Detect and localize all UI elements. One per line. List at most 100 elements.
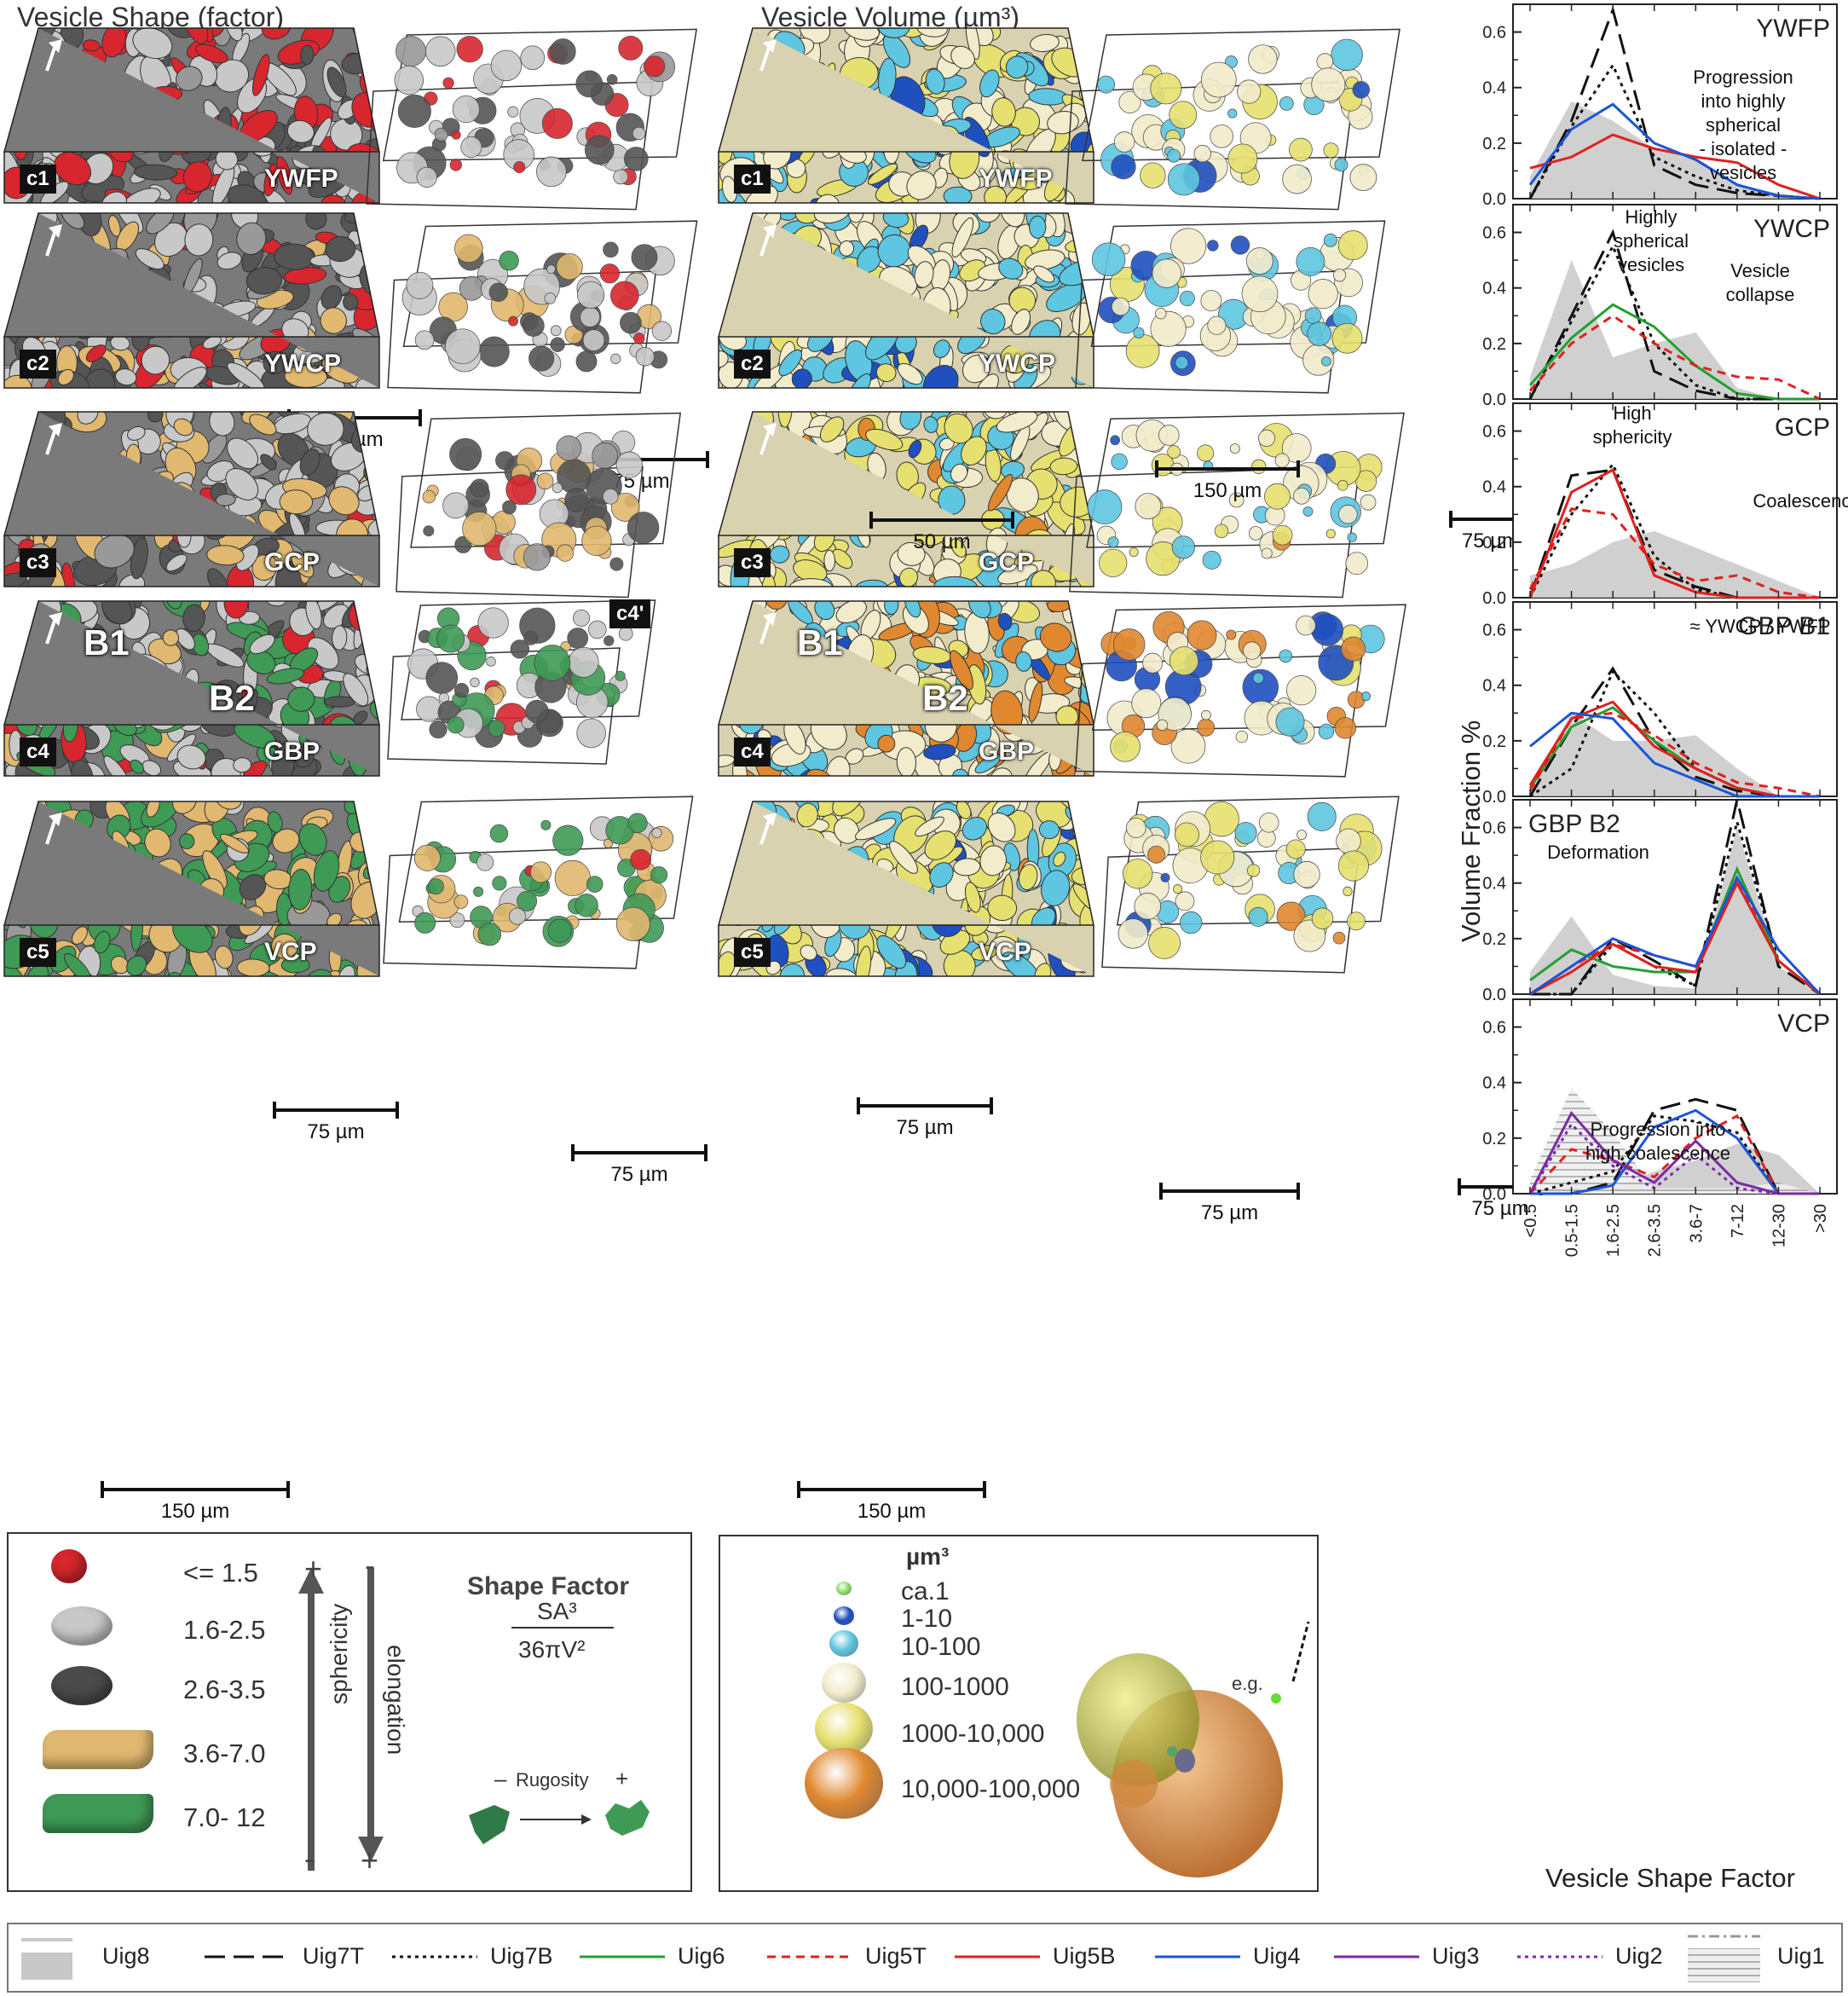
chart-annotation: High (1613, 402, 1651, 424)
shape-class-label: 7.0- 12 (183, 1802, 266, 1832)
sample-id-tag: c3 (20, 548, 56, 577)
volume-class-swatch (805, 1748, 883, 1819)
shape-render-c1 (3, 24, 380, 207)
scale-bar: 75 µm (1458, 1178, 1543, 1221)
shape-legend: <= 1.5 1.6-2.5 2.6-3.5 3.6-7.0 7.0- 12 + - -… (7, 1532, 692, 1892)
volume-example-illustration (1077, 1621, 1310, 1877)
chart-annotation: Vesicle (1730, 260, 1790, 281)
sample-id-tag: c2 (734, 350, 771, 379)
series-legend-label: Uig7T (303, 1943, 365, 1969)
chart-frame (1512, 799, 1838, 995)
chart-annotation: vesicles (1710, 162, 1776, 183)
y-tick-label: 0.4 (1482, 478, 1506, 497)
volume-class-swatch (815, 1703, 873, 1756)
volume-render-c4 (718, 597, 1094, 780)
series-line-Uig7T (1528, 666, 1820, 798)
chart-panel-title: VCP (1777, 1010, 1830, 1038)
chart-annotation: Progression (1693, 67, 1793, 88)
series-line-Uig3 (1528, 1110, 1820, 1195)
shape-class-swatch (51, 1606, 113, 1646)
volume-column-header: Vesicle Volume (µm³) (761, 2, 1019, 32)
shape-class-label: 1.6-2.5 (183, 1615, 266, 1645)
chart-panel-title: YWCP (1753, 215, 1830, 243)
chart-annotation: sphericity (1593, 426, 1672, 448)
scale-bar-label: 75 µm (610, 1163, 668, 1186)
series-line-Uig7B (1528, 461, 1820, 599)
series-line-Uig5B (1529, 880, 1821, 996)
series-line-Uig7T (1528, 468, 1820, 599)
series-line-Uig5T (1528, 1114, 1820, 1195)
zoom-id-tag: c4' (609, 599, 651, 628)
shape-render-c2 (3, 209, 380, 392)
shape-column-header: Vesicle Shape (factor) (17, 2, 285, 32)
scale-bar: 75 µm (857, 1097, 993, 1140)
series-line-Uig7B (1529, 1114, 1820, 1195)
y-tick-label: 0.2 (1482, 335, 1506, 354)
y-tick-label: 0.6 (1482, 423, 1506, 442)
chart-frame (1512, 3, 1838, 200)
series-line-Uig7T (1528, 229, 1820, 401)
series-area-Uig8 (1530, 713, 1820, 796)
y-tick-label: 0.4 (1482, 280, 1506, 298)
chart-annotation: ≈ YWCP / YWFP (1690, 616, 1831, 637)
sample-id-tag: c2 (20, 350, 56, 379)
scale-bar: 75 µm (1449, 511, 1532, 553)
x-tick-label: 1.6-2.5 (1604, 1204, 1623, 1257)
shape-factor-numerator: SA³ (537, 1598, 577, 1624)
scale-bar: 50 µm (869, 512, 1014, 554)
volume-class-label: 10-100 (901, 1633, 981, 1661)
series-line-Uig5T (1528, 314, 1821, 401)
scale-bar-label: 75 µm (307, 1120, 365, 1143)
series-line-Uig6 (1528, 303, 1820, 401)
shape-zoom-c3 (396, 409, 686, 601)
scale-bar-label: 75 µm (1200, 1201, 1259, 1224)
series-legend-label: Uig1 (1777, 1943, 1825, 1969)
volume-unit: µm³ (906, 1543, 950, 1570)
y-tick-label: 0.6 (1482, 224, 1506, 243)
series-legend-label: Uig5B (1053, 1943, 1116, 1969)
x-tick-label: 7-12 (1729, 1204, 1747, 1238)
series-area-Uig8 (1530, 101, 1820, 199)
series-line-Uig5B (1528, 700, 1820, 798)
series-line-Uig6 (1529, 865, 1821, 996)
y-tick-label: 0.4 (1482, 677, 1506, 696)
shape-render-c3 (3, 408, 380, 591)
chart-frame (1512, 998, 1838, 1195)
scale-bar: 150 µm (797, 1481, 986, 1524)
volume-zoom-c5 (1101, 793, 1405, 976)
x-tick-label: 0.5-1.5 (1563, 1204, 1582, 1257)
series-legend-label: Uig5T (865, 1943, 927, 1969)
chart-panel-title: GCP (1775, 414, 1830, 442)
y-tick-label: 0.6 (1482, 24, 1506, 43)
chart-annotation: Coalescence (1753, 490, 1848, 512)
volume-class-swatch (822, 1663, 866, 1703)
series-area-Uig8 (1530, 260, 1820, 399)
chart-annotation: collapse (1726, 284, 1795, 305)
shape-legend-arrows (298, 1568, 650, 1871)
elongation-minus: - (365, 1548, 375, 1582)
scale-bar-label: 75 µm (896, 1116, 954, 1139)
chart-panel-title: YWFP (1756, 14, 1830, 43)
scale-bar: 75 µm (571, 1144, 707, 1187)
domain-label-b2: B2 (922, 678, 968, 718)
volume-render-c3 (718, 408, 1094, 591)
shape-factor-denominator: 36πV² (518, 1636, 586, 1663)
volume-class-label: 1-10 (901, 1605, 953, 1633)
volume-render-c1 (718, 24, 1094, 207)
y-tick-label: 0.2 (1482, 135, 1506, 153)
shape-class-swatch (51, 1549, 87, 1583)
sample-id-tag: c5 (734, 938, 771, 967)
chart-frame (1512, 204, 1838, 400)
shape-zoom-c5 (383, 793, 699, 972)
chart-panel-title: GBP B1 (1738, 612, 1830, 640)
shape-zoom-c1 (366, 26, 703, 213)
chart-panel-3: 0.0 0.2 0.4 0.6 GBP B1≈ YWCP / YWFP (1482, 601, 1838, 807)
chart-panel-2: 0.00.20.40.6GCPHighsphericityCoalescence (1482, 402, 1848, 608)
sphericity-minus: - (304, 1841, 315, 1876)
series-line-Uig5T (1528, 711, 1821, 798)
shape-render-c5 (3, 797, 380, 981)
volume-class-label: 1000-10,000 (901, 1720, 1045, 1748)
series-line-Uig7B (1529, 668, 1820, 798)
y-axis-label: Volume Fraction % (1456, 720, 1486, 942)
